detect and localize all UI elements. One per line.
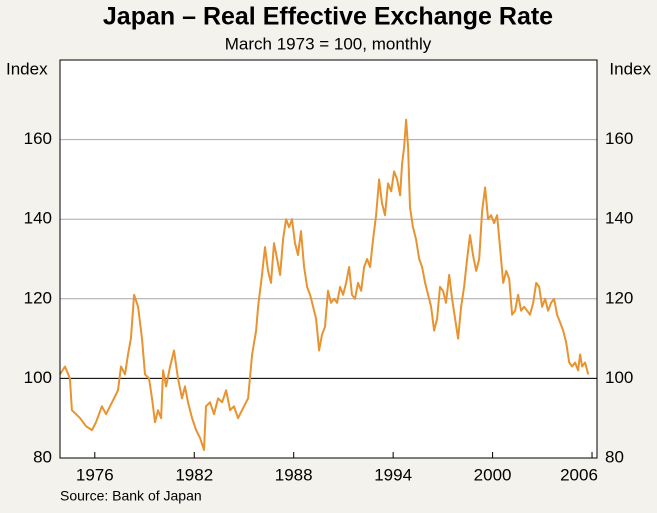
source: Source: Bank of Japan bbox=[60, 488, 202, 504]
y-tick-label: 160 bbox=[24, 129, 52, 148]
y2-tick-label: 120 bbox=[605, 288, 633, 307]
y2-tick-label: 80 bbox=[605, 447, 624, 466]
y-tick-label: 100 bbox=[24, 368, 52, 387]
y2-tick-label: 100 bbox=[605, 368, 633, 387]
y2-tick-label: 160 bbox=[605, 129, 633, 148]
y2-tick-label: 140 bbox=[605, 209, 633, 228]
y-tick-label: 140 bbox=[24, 209, 52, 228]
y-tick-label: 120 bbox=[24, 288, 52, 307]
series-line bbox=[59, 118, 590, 451]
y2-axis-label: Index bbox=[609, 59, 651, 78]
y-axis-label: Index bbox=[6, 59, 48, 78]
x-tick-label: 1994 bbox=[374, 465, 412, 484]
chart-subtitle: March 1973 = 100, monthly bbox=[225, 34, 432, 53]
plot-area bbox=[60, 60, 597, 458]
x-tick-label: 1982 bbox=[175, 465, 213, 484]
chart-title: Japan – Real Effective Exchange Rate bbox=[103, 3, 553, 31]
x-tick-label: 1988 bbox=[275, 465, 313, 484]
x-tick-label: 2006 bbox=[560, 465, 598, 484]
plot-frame bbox=[59, 59, 598, 459]
x-tick-label: 1976 bbox=[76, 465, 114, 484]
y-tick-label: 80 bbox=[33, 447, 52, 466]
x-tick-label: 2000 bbox=[474, 465, 512, 484]
